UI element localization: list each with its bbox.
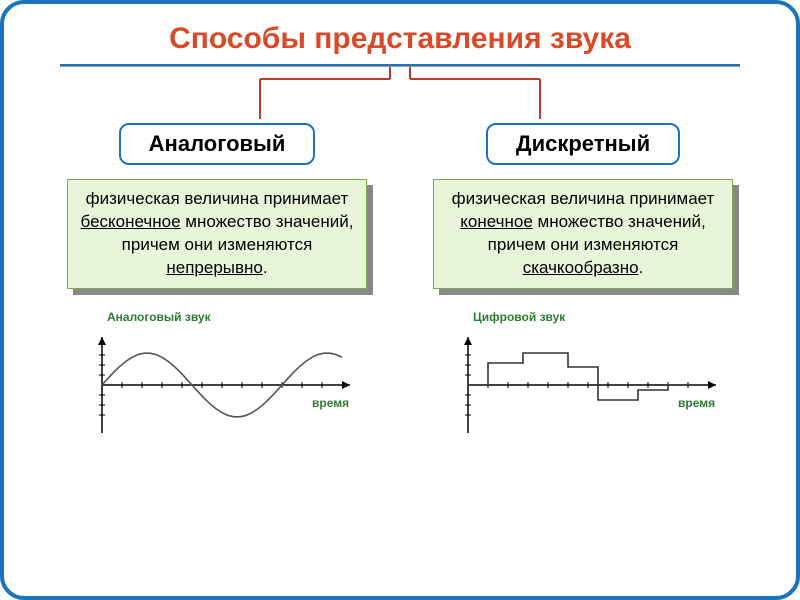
analog-desc-wrap: физическая величина принимает бесконечно… [67,179,367,289]
underline-bottom [60,66,740,67]
analog-chart: Аналоговый звук время [67,305,367,445]
discrete-chart: Цифровой звук время [433,305,733,445]
svg-text:Аналоговый звук: Аналоговый звук [107,310,212,324]
column-discrete: Дискретный физическая величина принимает… [413,123,753,445]
analog-label-box: Аналоговый [119,123,316,165]
analog-desc-pre: физическая величина принимает [86,189,349,208]
columns-container: Аналоговый физическая величина принимает… [4,123,796,445]
discrete-desc-post: . [639,258,644,277]
analog-desc-u2: непрерывно [166,258,263,277]
svg-text:время: время [678,396,715,410]
discrete-desc-pre: физическая величина принимает [452,189,715,208]
svg-text:время: время [312,396,349,410]
discrete-desc-u1: конечное [460,212,533,231]
analog-desc-post: . [263,258,268,277]
title-underline [60,64,740,67]
page-title: Способы представления звука [4,22,796,56]
branch-connector [60,67,740,123]
discrete-desc-box: физическая величина принимает конечное м… [433,179,733,289]
discrete-desc-wrap: физическая величина принимает конечное м… [433,179,733,289]
discrete-desc-u2: скачкообразно [523,258,639,277]
discrete-label-text: Дискретный [516,131,650,156]
analog-desc-u1: бесконечное [81,212,181,231]
svg-text:Цифровой звук: Цифровой звук [473,310,566,324]
discrete-label-box: Дискретный [486,123,680,165]
analog-label-text: Аналоговый [149,131,286,156]
column-analog: Аналоговый физическая величина принимает… [47,123,387,445]
analog-desc-box: физическая величина принимает бесконечно… [67,179,367,289]
